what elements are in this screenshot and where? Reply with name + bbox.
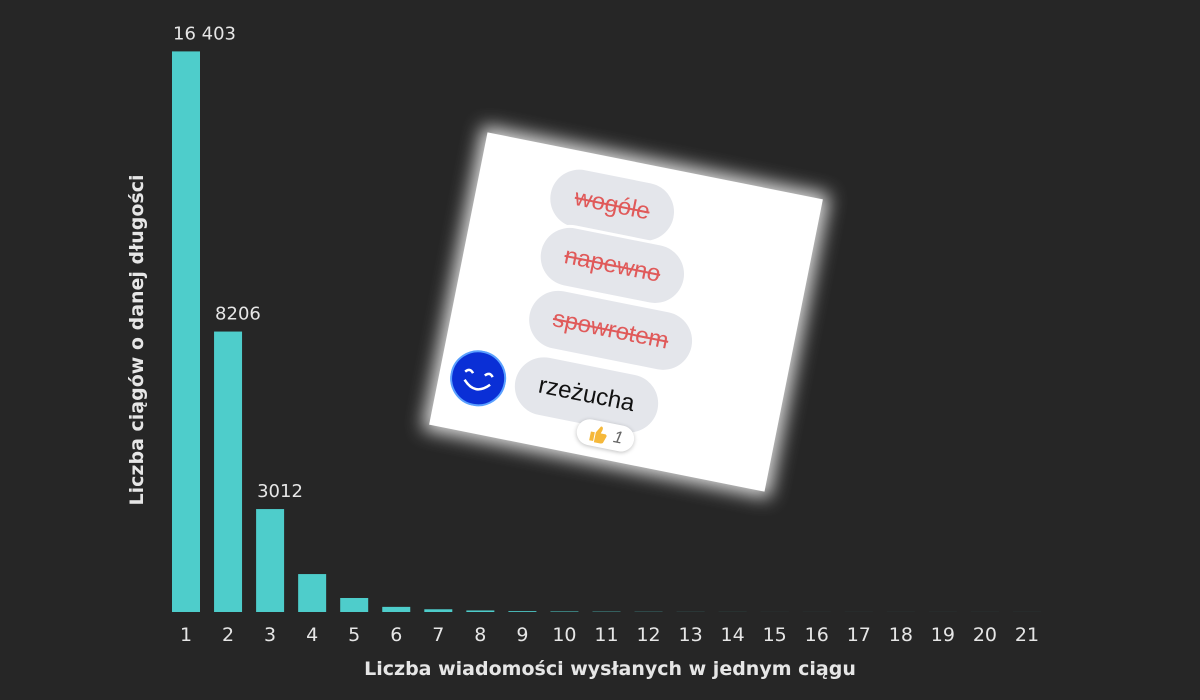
x-tick-label: 17 [847,624,871,646]
thumbs-up-icon [589,426,607,444]
x-tick-label: 20 [973,624,997,646]
x-tick-label: 9 [516,624,528,646]
value-label: 8206 [215,304,261,325]
bar [214,331,243,612]
message-text: wogóle [572,184,653,226]
reaction: 1 [574,416,637,454]
x-tick-label: 13 [679,624,703,646]
screenshot-card: wogóle napewno spowrotem rzeżucha 1 [429,132,823,492]
x-tick-label: 7 [432,624,444,646]
x-tick-label: 8 [474,624,486,646]
x-tick-label: 18 [889,624,913,646]
x-tick-label: 14 [721,624,745,646]
bar [424,609,453,612]
bar [256,509,285,612]
x-tick-label: 4 [306,624,318,646]
value-label: 3012 [257,481,303,502]
bar [298,574,327,612]
message-text: spowrotem [550,305,671,355]
x-tick-label: 16 [805,624,829,646]
message-text: napewno [562,242,663,288]
value-label: 16 403 [173,23,236,44]
x-tick-label: 15 [763,624,787,646]
message-text: rzeżucha [536,371,637,418]
x-tick-label: 21 [1015,624,1039,646]
avatar [450,350,507,407]
x-tick-label: 12 [636,624,660,646]
x-tick-label: 11 [594,624,618,646]
y-axis-label: Liczba ciągów o danej długości [126,175,148,506]
bar [340,597,369,612]
x-tick-label: 19 [931,624,955,646]
x-tick-label: 3 [264,624,276,646]
x-tick-label: 5 [348,624,360,646]
x-tick-label: 10 [552,624,576,646]
bar [466,610,495,612]
x-axis-label: Liczba wiadomości wysłanych w jednym cią… [364,658,856,680]
bar [172,51,200,612]
reaction-count: 1 [611,427,625,448]
bar [508,611,537,612]
x-tick-label: 1 [180,624,192,646]
x-tick-label: 6 [390,624,402,646]
bar [550,611,579,612]
bar [382,606,411,612]
x-tick-label: 2 [222,624,234,646]
